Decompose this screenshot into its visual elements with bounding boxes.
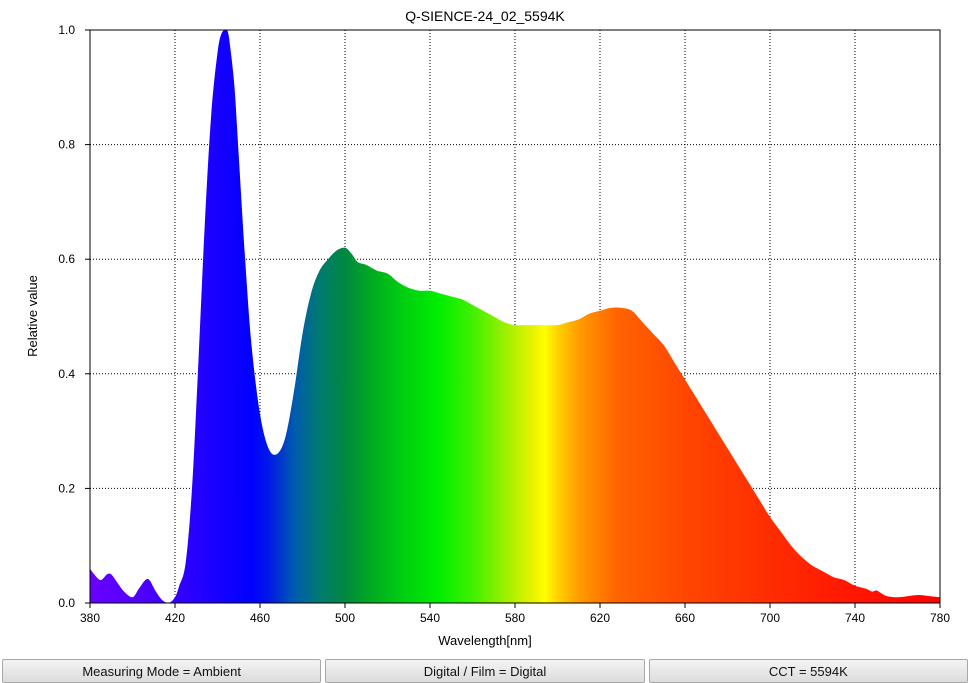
status-bar: Measuring Mode = Ambient Digital / Film … — [0, 657, 970, 683]
x-tick-label: 740 — [845, 611, 865, 625]
x-tick-label: 460 — [250, 611, 270, 625]
x-tick-labels: 380 420 460 500 540 580 620 660 700 740 780 — [80, 611, 950, 625]
x-tick-label: 420 — [165, 611, 185, 625]
measuring-mode-label: Measuring Mode = Ambient — [82, 663, 241, 679]
y-tick-label: 0.8 — [58, 138, 75, 152]
x-tick-label: 700 — [760, 611, 780, 625]
spectrum-chart: 380 420 460 500 540 580 620 660 700 740 780 0.0 0.2… — [25, 8, 950, 648]
chart-title: Q-SIENCE-24_02_5594K — [405, 8, 565, 24]
x-tick-label: 580 — [505, 611, 525, 625]
x-tick-label: 620 — [590, 611, 610, 625]
digital-film-label: Digital / Film = Digital — [423, 663, 547, 679]
measuring-mode-button[interactable]: Measuring Mode = Ambient — [2, 659, 322, 683]
y-tick-label: 1.0 — [58, 23, 75, 37]
x-axis-label: Wavelength[nm] — [438, 633, 531, 648]
spectrum-area — [90, 30, 940, 603]
y-tick-label: 0.0 — [58, 596, 75, 610]
tick-marks — [85, 29, 941, 608]
y-axis-label: Relative value — [25, 275, 40, 357]
cct-button[interactable]: CCT = 5594K — [648, 659, 968, 683]
digital-film-button[interactable]: Digital / Film = Digital — [325, 659, 645, 683]
y-tick-label: 0.2 — [58, 481, 75, 495]
y-tick-labels: 0.0 0.2 0.4 0.6 0.8 1.0 — [58, 23, 75, 610]
x-tick-label: 380 — [80, 611, 100, 625]
x-tick-label: 500 — [335, 611, 355, 625]
x-tick-label: 660 — [675, 611, 695, 625]
x-tick-label: 540 — [420, 611, 440, 625]
x-tick-label: 780 — [930, 611, 950, 625]
y-tick-label: 0.4 — [58, 367, 75, 381]
y-tick-label: 0.6 — [58, 252, 75, 266]
cct-label: CCT = 5594K — [768, 663, 848, 679]
